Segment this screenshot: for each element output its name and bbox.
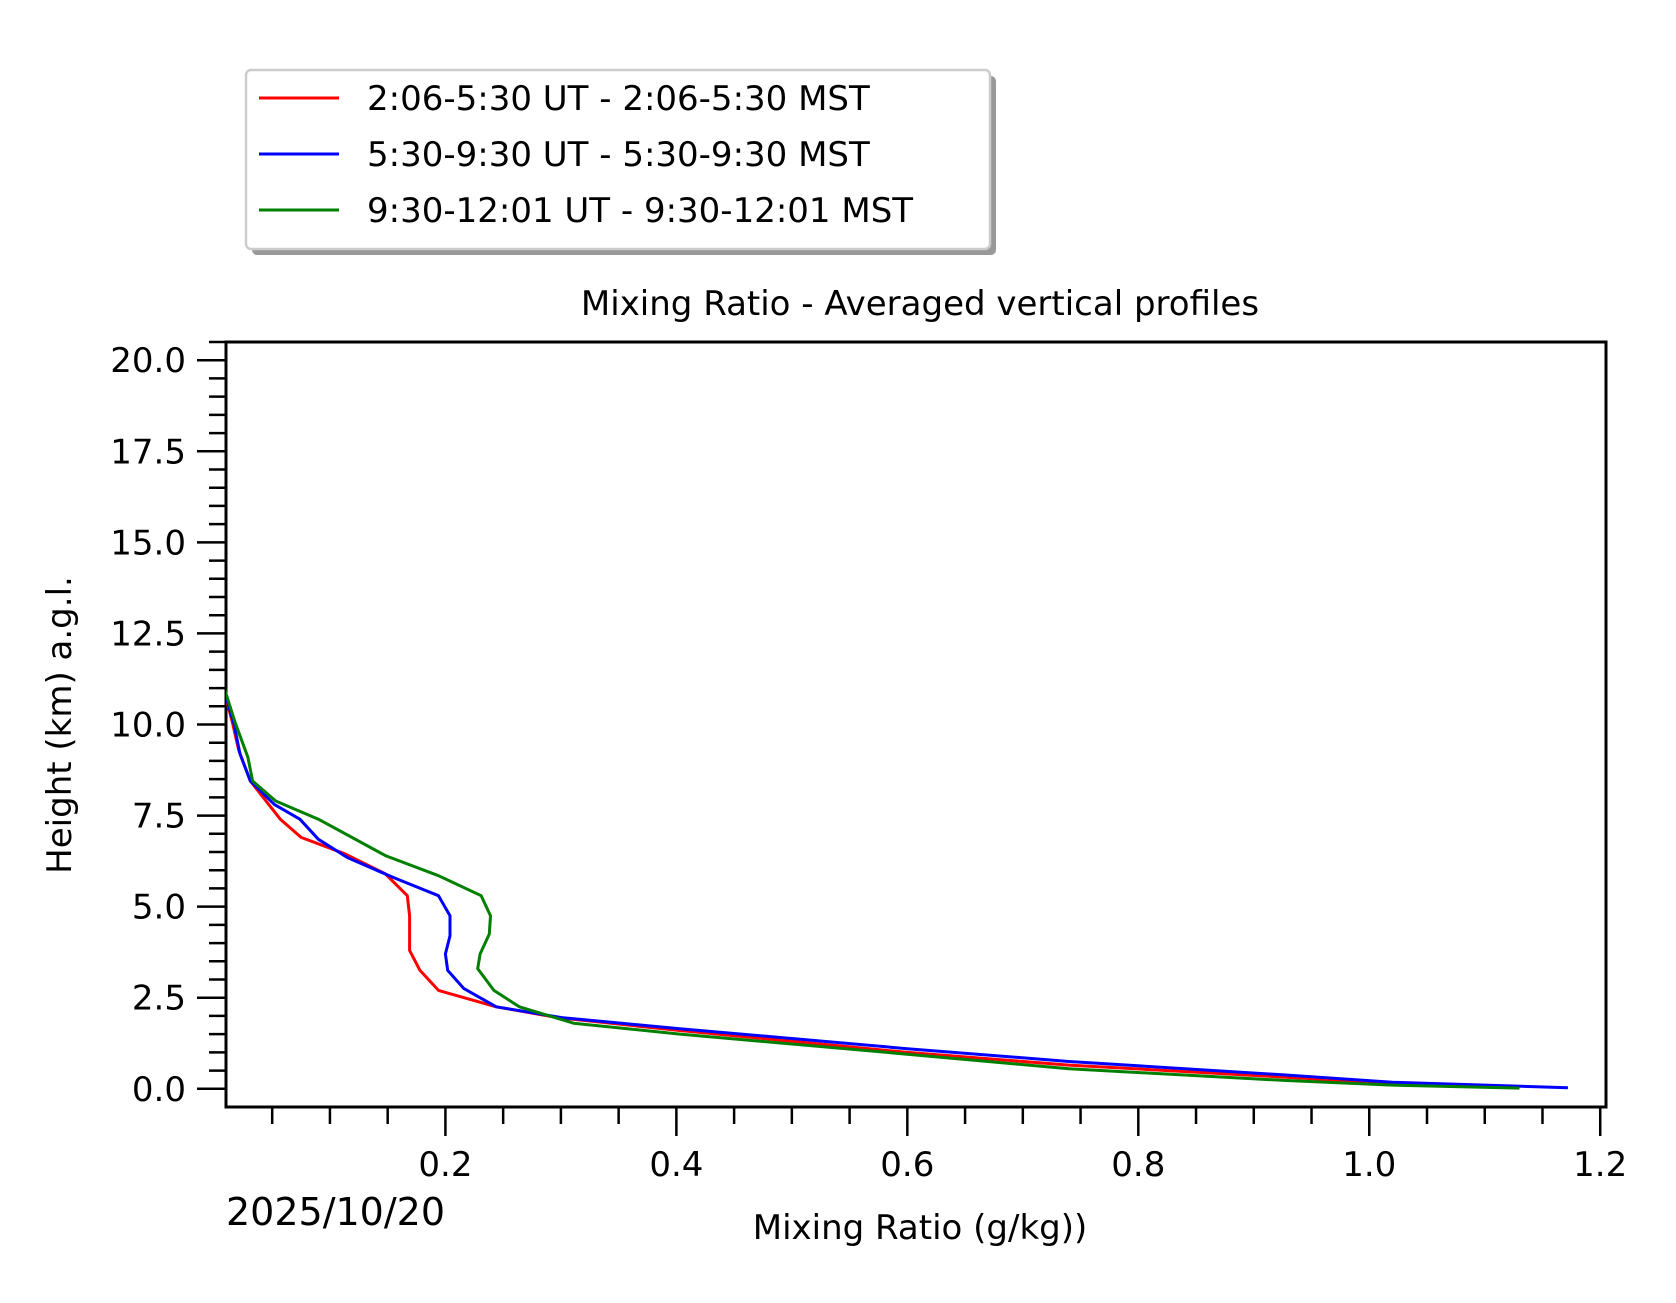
legend: 2:06-5:30 UT - 2:06-5:30 MST 5:30-9:30 UT… [244,68,996,255]
plot-area [224,340,1608,1109]
series-line-3 [226,688,1520,1090]
legend-label-2: 5:30-9:30 UT - 5:30-9:30 MST [367,135,870,175]
series-layer [226,688,1568,1090]
x-tick-label: 0.2 [418,1145,472,1185]
x-tick-label: 0.6 [880,1145,934,1185]
y-tick-label: 2.5 [132,979,186,1019]
legend-label-1: 2:06-5:30 UT - 2:06-5:30 MST [367,79,870,119]
x-tick-label: 0.8 [1111,1145,1165,1185]
y-axis: 0.0 2.5 5.0 7.5 10.0 12.5 15.0 17.5 20.0 [110,340,226,1110]
y-tick-label: 15.0 [110,523,186,563]
legend-box [244,68,992,251]
y-axis-label: Height (km) a.g.l. [40,576,80,874]
y-tick-label: 12.5 [110,614,186,654]
x-tick-label: 1.2 [1573,1145,1627,1185]
chart-title: Mixing Ratio - Averaged vertical profile… [581,284,1259,324]
y-tick-label: 10.0 [110,706,186,746]
series-line-2 [226,691,1568,1090]
y-tick-label: 5.0 [132,888,186,928]
date-label: 2025/10/20 [226,1190,445,1234]
legend-label-3: 9:30-12:01 UT - 9:30-12:01 MST [367,191,913,231]
x-axis-label: Mixing Ratio (g/kg)) [753,1208,1088,1248]
y-tick-label: 20.0 [110,341,186,381]
y-tick-label: 7.5 [132,797,186,837]
y-tick-label: 0.0 [132,1070,186,1110]
x-tick-label: 1.0 [1342,1145,1396,1185]
y-tick-label: 17.5 [110,432,186,472]
x-axis: 0.2 0.4 0.6 0.8 1.0 1.2 [270,1107,1627,1185]
x-tick-label: 0.4 [649,1145,703,1185]
